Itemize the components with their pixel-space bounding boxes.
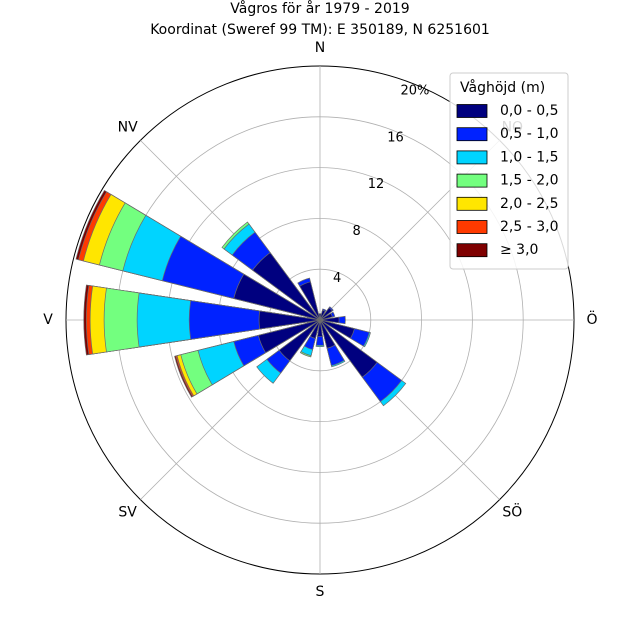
radial-tick-label: 12 — [368, 177, 385, 192]
rose-bar-segment — [319, 319, 355, 339]
direction-label: Ö — [586, 310, 597, 328]
legend-swatch — [456, 243, 488, 258]
legend-label: ≥ 3,0 — [500, 242, 538, 258]
rose-sector — [319, 319, 407, 407]
rose-sector — [83, 284, 321, 356]
rose-bar-segment — [317, 319, 323, 337]
direction-label: SÖ — [502, 502, 522, 520]
legend-label: 0,0 - 0,5 — [500, 103, 558, 119]
legend-label: 2,5 - 3,0 — [500, 219, 558, 235]
legend: Våghöjd (m) 0,0 - 0,5 0,5 - 1,0 1,0 - 1,5 1… — [449, 72, 569, 270]
direction-label: NV — [118, 120, 138, 136]
legend-box — [449, 72, 569, 270]
rose-bar-segment — [319, 312, 333, 321]
rose-sector — [319, 315, 346, 325]
rose-bar-segment — [233, 273, 321, 321]
rose-sector — [319, 311, 336, 321]
radial-tick-label: 8 — [352, 224, 360, 239]
direction-label: V — [43, 312, 53, 328]
rose-bar-segment — [252, 252, 321, 321]
rose-sector — [221, 221, 321, 321]
rose-bar-segment — [319, 319, 336, 349]
rose-sector — [319, 308, 327, 321]
rose-bars — [75, 190, 407, 407]
legend-items: 0,0 - 0,5 0,5 - 1,0 1,0 - 1,5 1,5 - 2,0 2,0 … — [456, 103, 558, 258]
rose-bar-segment — [319, 319, 378, 378]
legend-swatch — [456, 196, 488, 211]
direction-label: N — [315, 40, 325, 56]
rose-sector — [319, 306, 334, 321]
rose-sector — [319, 319, 346, 368]
legend-label: 1,5 - 2,0 — [500, 173, 558, 189]
rose-sector — [299, 319, 321, 358]
radial-tick-label: 16 — [387, 130, 404, 145]
radial-tick-label: 20% — [400, 83, 429, 98]
legend-label: 1,0 - 1,5 — [500, 149, 558, 165]
rose-bar-segment — [319, 309, 326, 321]
rose-sector — [75, 190, 321, 321]
legend-swatch — [456, 173, 488, 188]
legend-swatch — [456, 104, 488, 118]
rose-sector — [315, 319, 325, 348]
rose-bar-segment — [258, 310, 321, 330]
direction-label: SV — [118, 504, 137, 520]
legend-label: 2,0 - 2,5 — [500, 196, 558, 212]
rose-bar-segment — [318, 313, 322, 321]
rose-bar-segment — [319, 316, 340, 324]
rose-bar-segment — [299, 281, 321, 321]
legend-swatch — [456, 220, 488, 234]
legend-swatch — [456, 127, 488, 142]
rose-bar-segment — [257, 319, 321, 354]
rose-sector — [256, 319, 321, 384]
legend-title: Våghöjd (m) — [460, 79, 545, 96]
rose-sector — [297, 277, 321, 321]
legend-label: 0,5 - 1,0 — [500, 126, 558, 142]
legend-swatch — [456, 150, 488, 165]
rose-sector — [318, 313, 322, 321]
radial-tick-label: 4 — [333, 271, 341, 286]
chart-title: Vågros för år 1979 - 2019 — [230, 0, 409, 17]
radial-tick-labels: 4 8 12 16 20% — [333, 83, 429, 286]
chart-subtitle: Koordinat (Sweref 99 TM): E 350189, N 62… — [150, 22, 490, 38]
rose-bar-segment — [188, 300, 321, 340]
rose-bar-segment — [309, 319, 321, 339]
rose-bar-segment — [319, 307, 333, 321]
rose-sector — [319, 319, 371, 348]
rose-bar-segment — [278, 319, 321, 362]
rose-sector — [174, 319, 321, 398]
direction-label: S — [316, 584, 325, 600]
